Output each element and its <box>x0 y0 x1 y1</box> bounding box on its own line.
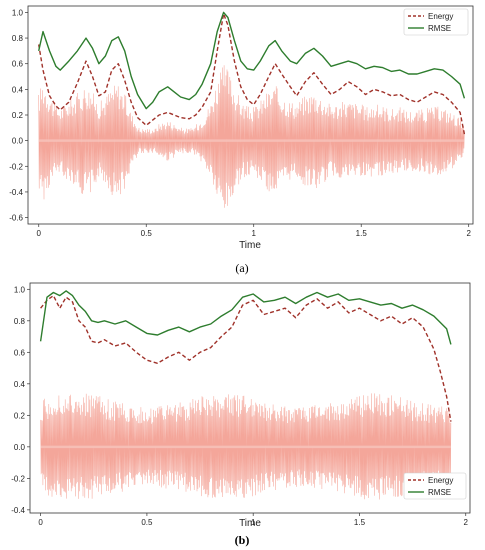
chart-b: -0.4 -0.2 0.0 0.2 0.4 0.6 0.8 1.0 0 0.5 1 1.5 2 Time… <box>11 282 471 547</box>
y-tick-label: 0.2 <box>12 111 24 120</box>
waveform-signal <box>38 65 465 208</box>
waveform-a <box>38 65 465 208</box>
y-tick-label: 0.0 <box>14 443 26 452</box>
x-axis-label-a: Time <box>239 240 261 251</box>
y-tick-label: 0.8 <box>14 317 26 326</box>
series-a <box>38 11 466 135</box>
rmse-line-a <box>38 11 466 110</box>
y-tick-label: 0.0 <box>12 137 24 146</box>
rmse-line-b <box>39 290 452 345</box>
y-tick-label: 0.6 <box>12 60 24 69</box>
panel-label-b: (b) <box>235 533 250 547</box>
axes-a: -0.6 -0.4 -0.2 0.0 0.2 0.4 0.6 0.8 1.0 0 0.5 1 1.5 2 <box>9 8 471 238</box>
y-tick-label: 0.8 <box>12 34 24 43</box>
x-tick-label: 0.5 <box>141 518 153 527</box>
y-tick-label: 0.2 <box>14 411 26 420</box>
legend-rmse-label-b: RMSE <box>428 488 451 497</box>
legend-energy-label-a: Energy <box>428 12 453 21</box>
y-tick-label: -0.4 <box>11 506 25 515</box>
energy-line-a <box>38 13 466 135</box>
x-tick-label: 0.5 <box>141 229 153 238</box>
panel-label-a: (a) <box>235 261 248 275</box>
y-tick-label: 0.4 <box>14 380 26 389</box>
waveform-signal <box>40 393 452 500</box>
axes-b: -0.4 -0.2 0.0 0.2 0.4 0.6 0.8 1.0 0 0.5 1 1.5 2 <box>11 285 468 527</box>
y-tick-label: 0.4 <box>12 85 24 94</box>
x-tick-label: 1 <box>251 229 256 238</box>
x-tick-label: 1 <box>251 518 256 527</box>
series-b <box>39 290 452 422</box>
x-tick-label: 0 <box>37 229 42 238</box>
chart-a: -0.6-0.4-0.20.00.20.40.60.81.00 0.5 1 1.5 2 … <box>9 5 474 275</box>
y-tick-label: -0.2 <box>9 162 23 171</box>
x-tick-label: 2 <box>464 518 469 527</box>
waveform-b <box>40 393 452 500</box>
y-tick-label: -0.2 <box>11 474 25 483</box>
legend-a: Energy RMSE <box>403 8 469 36</box>
y-tick-label: -0.4 <box>9 188 23 197</box>
legend-energy-label-b: Energy <box>428 476 453 485</box>
y-tick-label: 0.6 <box>14 348 26 357</box>
legend-rmse-label-a: RMSE <box>428 24 451 33</box>
x-tick-label: 1.5 <box>354 518 366 527</box>
y-tick-label: 1.0 <box>12 8 24 17</box>
x-axis-label-b: Time <box>239 518 261 529</box>
legend-b: Energy RMSE <box>403 472 467 500</box>
x-tick-label: 1.5 <box>356 229 368 238</box>
x-tick-label: 2 <box>466 229 471 238</box>
y-tick-label: 1.0 <box>14 285 26 294</box>
energy-line-b <box>40 294 452 422</box>
y-tick-label: -0.6 <box>9 214 23 223</box>
x-tick-label: 0 <box>38 518 43 527</box>
